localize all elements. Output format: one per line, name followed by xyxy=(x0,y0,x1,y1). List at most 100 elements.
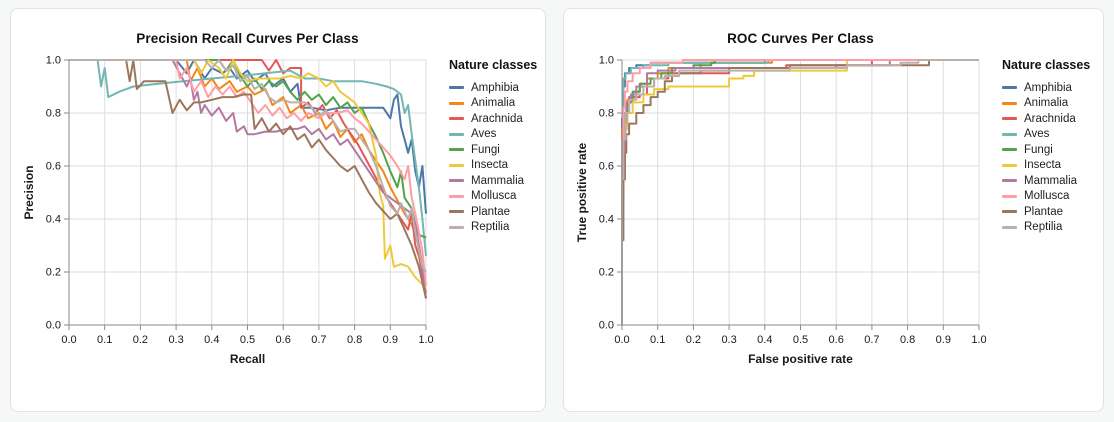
legend-swatch-icon xyxy=(1002,194,1017,198)
legend-item-reptilia: Reptilia xyxy=(1002,220,1090,236)
legend-swatch-icon xyxy=(1002,210,1017,214)
legend-swatch-icon xyxy=(449,148,464,152)
legend-swatch-icon xyxy=(449,225,464,229)
y-tick-label: 0.4 xyxy=(599,214,614,226)
x-tick-label: 0.6 xyxy=(829,334,844,346)
x-tick-label: 0.0 xyxy=(61,334,76,346)
legend-swatch-icon xyxy=(449,210,464,214)
legend-label: Aves xyxy=(1024,128,1050,141)
x-tick-label: 0.5 xyxy=(793,334,808,346)
legend-item-mollusca: Mollusca xyxy=(1002,189,1090,205)
y-tick-label: 0.8 xyxy=(46,108,61,120)
legend-label: Mammalia xyxy=(471,174,525,187)
y-tick-label: 0.2 xyxy=(599,267,614,279)
x-tick-label: 0.1 xyxy=(650,334,665,346)
legend-label: Plantae xyxy=(1024,205,1064,218)
x-tick-label: 1.0 xyxy=(971,334,986,346)
legend-label: Animalia xyxy=(471,97,516,110)
precision-recall-chart-card: Precision Recall Curves Per Class 0.0 0.1… xyxy=(10,8,546,412)
x-tick-label: 0.6 xyxy=(276,334,291,346)
legend-label: Insecta xyxy=(1024,159,1062,172)
roc-chart-plot: 0.0 0.1 0.2 0.3 0.4 0.5 0.6 0.7 0.8 0.9 1.0 0.0 0.2 0… xyxy=(575,55,987,367)
legend-swatch-icon xyxy=(1002,163,1017,167)
series-line-animalia xyxy=(69,59,427,286)
legend-item-animalia: Animalia xyxy=(449,96,537,112)
legend-label: Arachnida xyxy=(1024,112,1076,125)
y-tick-label: 0.2 xyxy=(46,267,61,279)
roc-chart-card: ROC Curves Per Class 0.0 0.1 0.2 0.3 0.4 0.5 0… xyxy=(563,8,1104,412)
legend-swatch-icon xyxy=(1002,179,1017,183)
series-line-insecta xyxy=(69,59,427,289)
legend-label: Amphibia xyxy=(1024,81,1072,94)
x-tick-label: 0.8 xyxy=(900,334,915,346)
legend-item-amphibia: Amphibia xyxy=(449,80,537,96)
x-tick-label: 0.0 xyxy=(614,334,629,346)
legend-title: Nature classes xyxy=(449,58,538,72)
legend-item-animalia: Animalia xyxy=(1002,96,1090,112)
legend-label: Animalia xyxy=(1024,97,1069,110)
x-tick-label: 0.5 xyxy=(240,334,255,346)
y-tick-label: 1.0 xyxy=(599,55,614,67)
y-tick-label: 0.6 xyxy=(599,161,614,173)
legend-label: Mollusca xyxy=(471,190,517,203)
x-tick-label: 0.8 xyxy=(347,334,362,346)
legend-label: Fungi xyxy=(471,143,500,156)
legend-label: Mammalia xyxy=(1024,174,1078,187)
legend-label: Plantae xyxy=(471,205,511,218)
precision-recall-legend: Nature classes Amphibia Animalia Arachnida A… xyxy=(449,50,537,235)
legend-item-insecta: Insecta xyxy=(449,158,537,174)
gridlines xyxy=(621,59,980,326)
legend-label: Aves xyxy=(471,128,497,141)
legend-item-aves: Aves xyxy=(449,127,537,143)
x-tick-label: 0.3 xyxy=(721,334,736,346)
legend-swatch-icon xyxy=(449,163,464,167)
legend-item-arachnida: Arachnida xyxy=(1002,111,1090,127)
axes: 0.0 0.1 0.2 0.3 0.4 0.5 0.6 0.7 0.8 0.9 1.0 0.0 0.2 0… xyxy=(22,55,434,367)
legend-label: Arachnida xyxy=(471,112,523,125)
legend-item-reptilia: Reptilia xyxy=(449,220,537,236)
series-line-reptilia xyxy=(69,59,427,273)
series-line-mammalia xyxy=(69,59,427,299)
precision-recall-chart-title: Precision Recall Curves Per Class xyxy=(136,31,359,46)
legend-swatch-icon xyxy=(449,86,464,90)
series-line-plantae xyxy=(621,59,979,325)
legend-label: Mollusca xyxy=(1024,190,1070,203)
x-tick-label: 0.7 xyxy=(311,334,326,346)
legend-item-plantae: Plantae xyxy=(449,204,537,220)
x-tick-label: 0.9 xyxy=(936,334,951,346)
x-tick-label: 0.3 xyxy=(168,334,183,346)
legend-item-mammalia: Mammalia xyxy=(1002,173,1090,189)
legend-swatch-icon xyxy=(449,117,464,121)
precision-recall-chart-plot: 0.0 0.1 0.2 0.3 0.4 0.5 0.6 0.7 0.8 0.9 1.0 0.0 0.2 0… xyxy=(22,55,434,367)
roc-legend: Nature classes Amphibia Animalia Arachnida A… xyxy=(1002,50,1090,235)
legend-label: Reptilia xyxy=(471,221,510,234)
axes: 0.0 0.1 0.2 0.3 0.4 0.5 0.6 0.7 0.8 0.9 1.0 0.0 0.2 0… xyxy=(575,55,987,367)
x-tick-label: 0.2 xyxy=(686,334,701,346)
legend-swatch-icon xyxy=(449,194,464,198)
legend-label: Fungi xyxy=(1024,143,1053,156)
series-line-fungi xyxy=(69,59,427,239)
x-axis-title: False positive rate xyxy=(748,352,853,366)
x-tick-label: 0.4 xyxy=(757,334,772,346)
series-line-plantae xyxy=(69,59,427,299)
y-tick-label: 1.0 xyxy=(46,55,61,67)
legend-item-fungi: Fungi xyxy=(449,142,537,158)
x-tick-label: 1.0 xyxy=(418,334,433,346)
series-line-mollusca xyxy=(69,59,427,286)
legend-item-arachnida: Arachnida xyxy=(449,111,537,127)
series-lines xyxy=(69,59,427,299)
legend-swatch-icon xyxy=(1002,225,1017,229)
series-lines xyxy=(621,59,979,325)
y-tick-label: 0.0 xyxy=(46,320,61,332)
legend-item-plantae: Plantae xyxy=(1002,204,1090,220)
legend-item-aves: Aves xyxy=(1002,127,1090,143)
x-tick-label: 0.7 xyxy=(864,334,879,346)
legend-item-mammalia: Mammalia xyxy=(449,173,537,189)
roc-chart-title: ROC Curves Per Class xyxy=(727,31,874,46)
y-axis-title: True positive rate xyxy=(575,142,589,242)
series-line-mollusca xyxy=(621,59,979,325)
x-axis-title: Recall xyxy=(230,352,265,366)
legend-swatch-icon xyxy=(449,132,464,136)
x-tick-label: 0.2 xyxy=(133,334,148,346)
